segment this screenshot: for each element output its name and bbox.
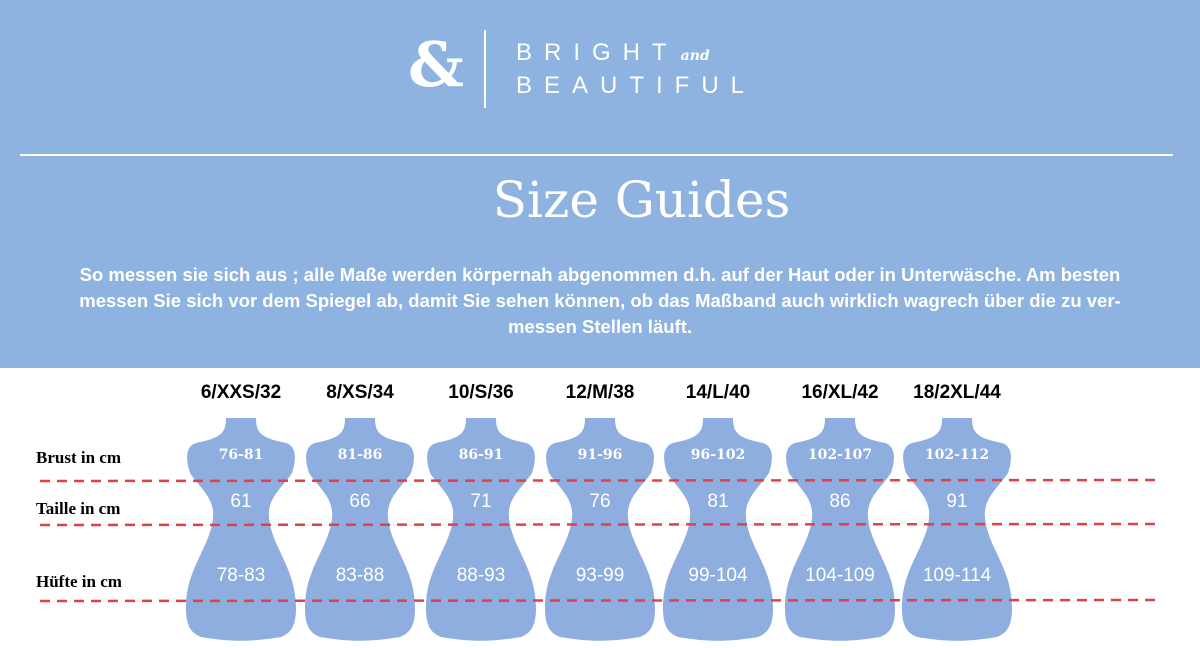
bust-value: 96-102 [690,447,746,463]
dress-form-18/2XL/44 [902,418,1012,641]
bust-value: 102-107 [807,447,873,463]
size-heading: 10/S/36 [448,382,514,403]
waist-value: 81 [707,491,729,512]
row-label-waist: Taille in cm [36,499,121,518]
dress-form-8/XS/34 [305,418,415,641]
dress-form-14/L/40 [663,418,773,641]
brand-bright: BRIGHT [516,39,679,66]
instructions-line: messen Sie sich vor dem Spiegel ab, dami… [79,290,1121,311]
brand-and: and [680,48,710,64]
page-title: Size Guides [492,171,791,229]
dress-form-10/S/36 [426,418,536,641]
hip-value: 88-93 [456,565,506,586]
bust-value: 81-86 [337,447,383,463]
waist-value: 71 [470,491,492,512]
dress-form-16/XL/42 [785,418,895,641]
waist-value: 91 [946,491,968,512]
row-label-hip: Hüfte in cm [36,572,122,591]
bust-value: 102-112 [924,447,990,463]
size-heading: 18/2XL/44 [913,382,1001,403]
dress-form-6/XXS/32 [186,418,296,641]
hip-value: 78-83 [216,565,266,586]
size-heading: 8/XS/34 [326,382,394,403]
instructions-line: messen Stellen läuft. [507,316,693,337]
bust-value: 91-96 [577,447,623,463]
brand-name-line2: BEAUTIFUL [516,72,757,99]
instructions-line: So messen sie sich aus ; alle Maße werde… [79,264,1121,285]
size-heading: 12/M/38 [565,382,635,403]
size-heading: 14/L/40 [685,382,751,403]
waist-value: 66 [349,491,371,512]
hip-value: 83-88 [335,565,385,586]
hip-value: 93-99 [575,565,625,586]
hip-value: 104-109 [805,565,875,586]
size-heading: 6/XXS/32 [200,382,282,403]
waist-value: 76 [589,491,611,512]
header-banner: & BRIGHT and BEAUTIFUL Size Guides So mes… [0,0,1200,368]
brand-divider [484,30,486,108]
measuring-instructions: So messen sie sich aus ; alle Maße werde… [0,262,1200,340]
row-label-bust: Brust in cm [36,448,121,467]
dress-form-12/M/38 [545,418,655,641]
size-heading: 16/XL/42 [801,382,879,403]
brand-name-line1: BRIGHT and [516,39,710,70]
bust-value: 76-81 [218,447,264,463]
hip-value: 109-114 [922,565,992,586]
brand-ampersand-logo: & [408,28,464,101]
waist-value: 86 [829,491,851,512]
header-rule [20,154,1173,156]
bust-value: 86-91 [458,447,504,463]
waist-value: 61 [230,491,252,512]
hip-value: 99-104 [688,565,748,586]
